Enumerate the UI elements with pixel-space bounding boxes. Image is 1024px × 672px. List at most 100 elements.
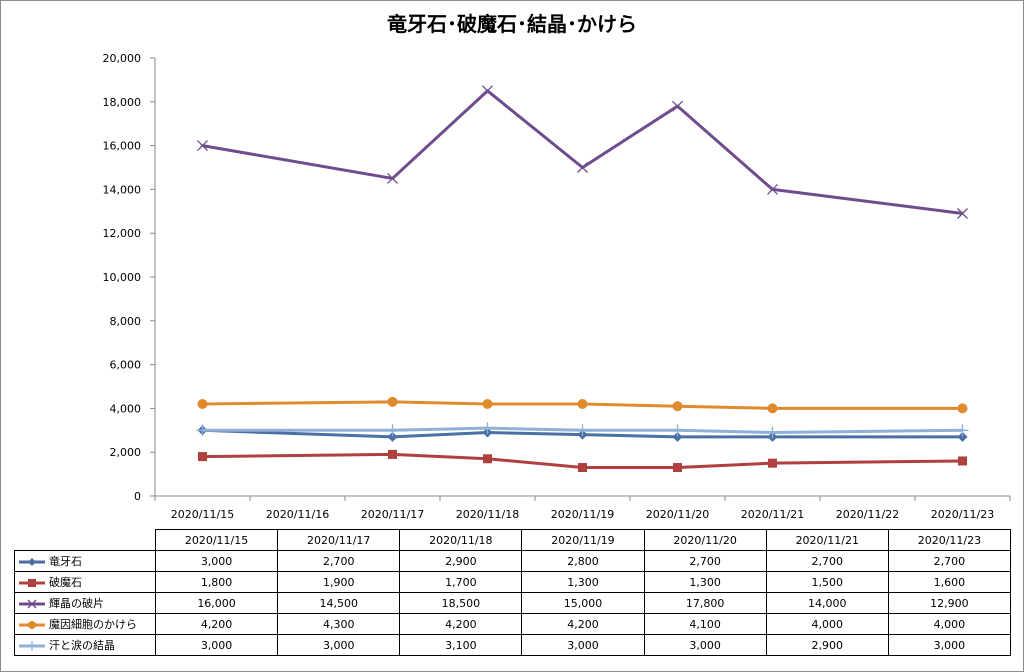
- series-line: [202, 89, 963, 215]
- table-row: 汗と涙の結晶 3,000 3,000 3,100 3,000 3,000 2,900 3,00…: [14, 634, 1011, 656]
- table-date-header: 2020/11/20: [643, 529, 767, 551]
- data-cell: 2,700: [277, 550, 401, 572]
- data-cell: 4,300: [277, 613, 401, 635]
- y-tick-label: 8,000: [110, 315, 142, 328]
- data-cell: 14,000: [765, 592, 889, 614]
- legend-entry: 魔因細胞のかけら: [14, 613, 156, 635]
- data-cell: 2,900: [399, 550, 523, 572]
- legend-key: [19, 579, 45, 587]
- legend-marker: [28, 621, 36, 629]
- data-cell: 3,100: [399, 634, 523, 656]
- data-point: [767, 183, 778, 195]
- data-cell: 1,800: [154, 571, 279, 593]
- y-tick-label: 18,000: [103, 96, 142, 109]
- data-point: [672, 100, 683, 112]
- data-cell: 4,200: [521, 613, 645, 635]
- table-date-header: 2020/11/21: [765, 529, 889, 551]
- data-point: [388, 449, 397, 459]
- data-point: [482, 85, 493, 97]
- data-cell: 2,700: [887, 550, 1011, 572]
- data-cell: 2,900: [765, 634, 889, 656]
- data-point: [198, 452, 207, 462]
- data-point: [672, 401, 683, 412]
- series-name: 輝晶の破片: [49, 597, 104, 610]
- legend-marker: [28, 558, 36, 566]
- data-point: [483, 454, 492, 464]
- table-corner: [14, 529, 156, 551]
- data-point: [387, 396, 398, 407]
- data-point: [671, 424, 684, 437]
- data-cell: 1,300: [521, 571, 645, 593]
- legend-entry: 汗と涙の結晶: [14, 634, 156, 656]
- table-date-header: 2020/11/15: [154, 529, 279, 551]
- legend-entry: 竜牙石: [14, 550, 156, 572]
- legend-marker: [27, 641, 37, 651]
- data-cell: 4,000: [765, 613, 889, 635]
- x-tick-label: 2020/11/19: [551, 508, 614, 521]
- x-tick-label: 2020/11/17: [361, 508, 424, 521]
- data-table: 2020/11/15 2020/11/17 2020/11/18 2020/11/19…: [14, 529, 1011, 656]
- y-tick-label: 20,000: [103, 52, 142, 65]
- data-cell: 1,700: [399, 571, 523, 593]
- x-tick-label: 2020/11/21: [741, 508, 804, 521]
- legend-entry: 破魔石: [14, 571, 156, 593]
- data-cell: 14,500: [277, 592, 401, 614]
- y-tick-label: 0: [134, 490, 141, 503]
- data-point: [578, 463, 587, 473]
- y-tick-label: 2,000: [110, 446, 142, 459]
- legend-key: [19, 599, 45, 609]
- data-cell: 2,800: [521, 550, 645, 572]
- table-date-header: 2020/11/17: [277, 529, 401, 551]
- data-point: [767, 403, 778, 414]
- data-cell: 3,000: [521, 634, 645, 656]
- x-tick-label: 2020/11/22: [836, 508, 899, 521]
- data-point: [196, 424, 209, 437]
- table-row: 魔因細胞のかけら 4,200 4,300 4,200 4,200 4,100 4,000 4,…: [14, 613, 1011, 635]
- chart-title: 竜牙石･破魔石･結晶･かけら: [387, 12, 637, 36]
- data-point: [481, 422, 494, 435]
- data-point: [673, 463, 682, 473]
- data-cell: 3,000: [154, 634, 279, 656]
- x-tick-label: 2020/11/16: [266, 508, 329, 521]
- data-table-header: 2020/11/15 2020/11/17 2020/11/18 2020/11/19…: [14, 529, 1011, 551]
- data-point: [577, 399, 588, 410]
- y-tick-label: 10,000: [103, 271, 142, 284]
- data-cell: 3,000: [887, 634, 1011, 656]
- data-cell: 1,500: [765, 571, 889, 593]
- legend-key: [19, 621, 45, 629]
- data-cell: 4,200: [399, 613, 523, 635]
- legend-entry: 輝晶の破片: [14, 592, 156, 614]
- data-cell: 4,200: [154, 613, 279, 635]
- data-point: [197, 140, 208, 152]
- data-cell: 3,000: [277, 634, 401, 656]
- data-cell: 16,000: [154, 592, 279, 614]
- data-point: [197, 399, 208, 410]
- y-tick-label: 12,000: [103, 227, 142, 240]
- data-point: [576, 424, 589, 437]
- series-name: 破魔石: [49, 576, 82, 589]
- data-cell: 1,900: [277, 571, 401, 593]
- data-cell: 18,500: [399, 592, 523, 614]
- data-point: [387, 431, 398, 442]
- data-point: [958, 456, 967, 466]
- data-cell: 2,700: [643, 550, 767, 572]
- data-point: [577, 162, 588, 173]
- table-date-header: 2020/11/23: [887, 529, 1011, 551]
- series-name: 魔因細胞のかけら: [49, 618, 137, 631]
- data-cell: 1,300: [643, 571, 767, 593]
- data-point: [957, 431, 968, 442]
- data-point: [956, 424, 969, 437]
- data-cell: 1,600: [887, 571, 1011, 593]
- y-tick-label: 14,000: [103, 183, 142, 196]
- data-cell: 2,700: [765, 550, 889, 572]
- y-tick-label: 4,000: [110, 402, 142, 415]
- legend-key: [19, 558, 45, 566]
- data-point: [768, 458, 777, 468]
- table-date-header: 2020/11/19: [521, 529, 645, 551]
- legend-marker: [27, 599, 37, 609]
- x-tick-label: 2020/11/15: [171, 508, 234, 521]
- legend-key: [19, 641, 45, 651]
- data-cell: 3,000: [643, 634, 767, 656]
- data-point: [386, 424, 399, 437]
- legend-marker: [28, 579, 36, 587]
